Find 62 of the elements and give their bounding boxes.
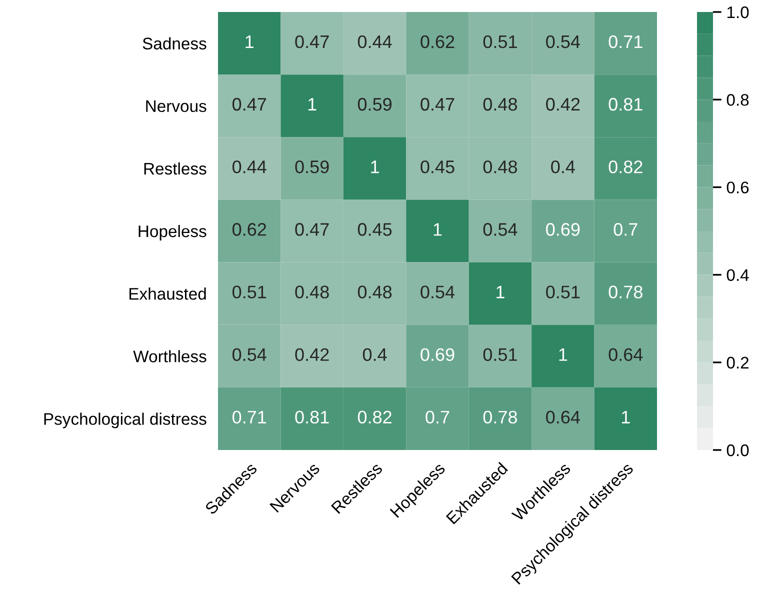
data-label: 0.71: [232, 410, 266, 424]
y-tick-label: Worthless: [133, 350, 206, 362]
data-label: 0.42: [546, 98, 580, 111]
data-label: 0.51: [483, 348, 517, 361]
color-bar-label: 1.0: [727, 6, 749, 18]
data-label: 0.47: [295, 223, 329, 236]
data-label: 0.51: [232, 286, 266, 298]
color-bar-label: 0.6: [726, 182, 749, 194]
data-label: 1: [559, 348, 568, 361]
data-label: 0.82: [358, 410, 392, 424]
data-label: 0.48: [358, 286, 392, 298]
data-label: 1: [246, 36, 254, 48]
data-label: 0.54: [483, 223, 518, 236]
data-label: 0.45: [358, 223, 392, 236]
data-label: 1: [496, 286, 504, 298]
data-label: 0.48: [483, 98, 517, 111]
color-bar-label: 0.2: [726, 356, 749, 369]
data-label: 0.51: [546, 286, 580, 298]
data-label: 0.44: [232, 160, 266, 174]
y-tick-label: Restless: [144, 162, 206, 175]
data-label: 0.78: [483, 410, 517, 424]
data-label: 0.78: [608, 286, 642, 298]
data-label: 0.48: [295, 286, 329, 298]
data-label: 0.69: [546, 223, 580, 236]
data-label: 0.64: [546, 410, 580, 424]
data-label: 0.62: [420, 35, 454, 48]
data-label: 0.47: [420, 98, 454, 111]
data-label: 0.48: [483, 160, 517, 174]
data-label: 0.42: [295, 348, 329, 361]
color-bar-label: 0.0: [726, 444, 749, 456]
data-label: 0.59: [295, 160, 329, 174]
data-label: 0.81: [608, 98, 642, 111]
data-label: 0.71: [608, 35, 642, 48]
color-bar-label: 0.8: [726, 94, 749, 106]
data-label: 0.54: [232, 348, 266, 361]
data-label: 0.47: [295, 35, 329, 48]
data-label: 0.54: [420, 286, 455, 298]
data-label: 0.45: [420, 160, 454, 174]
y-tick-label: Sadness: [142, 37, 206, 50]
data-label: 0.69: [420, 348, 454, 361]
y-tick-label: Hopeless: [138, 224, 206, 240]
data-label: 1: [371, 160, 379, 174]
y-tick-label: Exhausted: [130, 288, 206, 300]
data-label: 0.44: [358, 35, 392, 48]
data-label: 1: [308, 98, 316, 111]
data-label: 0.82: [608, 160, 642, 174]
data-label: 0.4: [551, 160, 575, 174]
data-label: 0.4: [362, 348, 387, 361]
data-label: 0.62: [232, 223, 266, 236]
data-label: 0.7: [614, 223, 638, 236]
color-bar-label: 0.4: [726, 269, 749, 282]
data-label: 1: [622, 410, 630, 424]
data-label: 0.7: [426, 410, 450, 424]
data-label: 0.59: [358, 98, 392, 111]
data-label: 0.54: [546, 35, 580, 48]
data-label: 0.81: [295, 410, 329, 424]
data-label: 0.47: [232, 98, 266, 111]
y-tick-label: Psychological distress: [44, 412, 206, 428]
y-tick-label: Nervous: [146, 100, 206, 112]
data-label: 0.64: [608, 348, 643, 361]
data-label: 1: [434, 223, 442, 236]
data-label: 0.51: [483, 35, 517, 48]
